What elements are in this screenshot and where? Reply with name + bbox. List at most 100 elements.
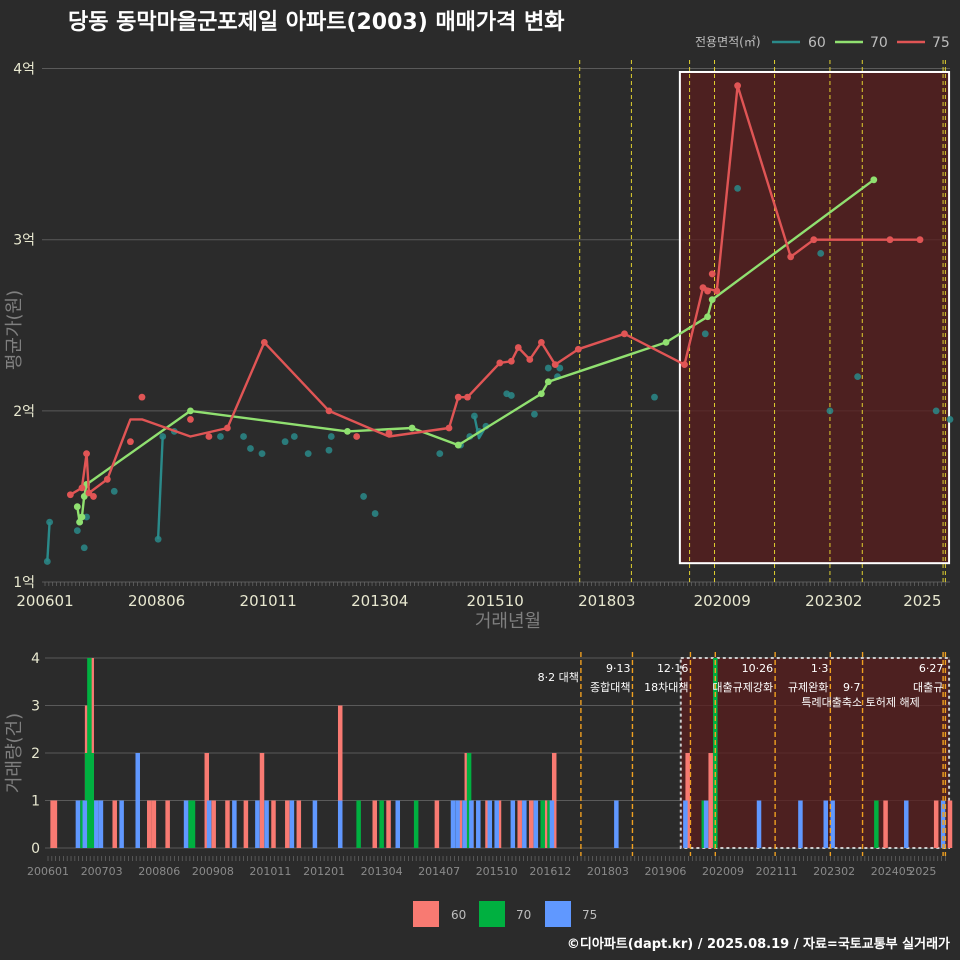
bar-legend: 60 70 75 <box>413 901 597 927</box>
series-75-point <box>445 424 453 432</box>
series-60-point <box>436 450 444 458</box>
policy-annotation: 대출규 <box>913 681 943 694</box>
bar-60 <box>528 800 534 848</box>
bar-legend-label-70: 70 <box>516 908 531 922</box>
series-70-point <box>73 503 81 511</box>
price-x-tick-label: 202009 <box>694 592 751 610</box>
price-x-tick-label: 2025 <box>903 592 941 610</box>
series-75-point <box>66 491 74 499</box>
policy-annotation: 6·27 <box>919 662 944 675</box>
series-75-point <box>514 344 522 351</box>
volume-x-tick-label: 201510 <box>476 865 518 878</box>
bar-60 <box>52 800 58 848</box>
series-60-point <box>531 410 538 418</box>
series-75-point <box>551 361 559 369</box>
bar-75 <box>614 800 619 848</box>
series-70-point <box>870 176 878 184</box>
series-75-point <box>205 433 213 440</box>
series-70-point <box>187 407 194 415</box>
bar-70 <box>701 800 707 848</box>
series-75-point <box>187 416 194 423</box>
volume-x-tick-label: 201407 <box>418 865 460 878</box>
bar-75 <box>469 800 474 848</box>
policy-annotation: 9·13 <box>606 662 631 675</box>
bar-75 <box>337 800 343 848</box>
bar-75 <box>904 800 909 848</box>
bar-70 <box>190 800 196 848</box>
bar-60 <box>496 800 502 848</box>
bar-60 <box>947 800 953 848</box>
bar-75 <box>98 800 104 848</box>
volume-x-tick-label: 201011 <box>249 865 291 878</box>
bar-70 <box>188 800 193 848</box>
series-60-point <box>471 412 478 420</box>
price-plot: 1억 2억 3억 4억 200601 200806 201011 201304 201510 20… <box>13 60 954 610</box>
policy-annotation: 특례대출축소 토허제 해제 <box>801 695 919 709</box>
price-y-tick-label: 3억 <box>13 233 35 249</box>
series-60-point <box>80 544 88 552</box>
volume-x-tick-label: 200703 <box>81 865 123 878</box>
policy-annotation: 12·16 <box>657 662 689 675</box>
bar-75 <box>395 800 401 848</box>
volume-y-tick-label: 0 <box>31 841 40 857</box>
series-75-point <box>454 393 462 401</box>
bar-60 <box>146 800 152 848</box>
chart-title: 당동 동막마을군포제일 아파트(2003) 매매가격 변화 <box>68 10 565 35</box>
bar-75 <box>533 800 539 848</box>
bar-75 <box>289 800 295 848</box>
bar-75 <box>487 800 493 848</box>
bar-75 <box>94 800 99 848</box>
bar-70 <box>91 800 97 848</box>
series-60-line <box>156 436 164 540</box>
bar-75 <box>683 800 688 848</box>
bar-60 <box>485 800 490 848</box>
legend-title: 전용면적(㎡) <box>695 35 761 49</box>
series-60-point <box>258 450 266 458</box>
series-70-point <box>454 441 462 449</box>
volume-x-tick-label: 202302 <box>813 865 855 878</box>
bar-60 <box>386 800 391 848</box>
series-60-point <box>734 184 742 192</box>
policy-annotation: 18차대책 <box>644 681 688 694</box>
bar-70 <box>379 800 384 848</box>
series-75-point <box>353 433 361 440</box>
volume-x-tick-label: 201612 <box>529 865 571 878</box>
bar-75 <box>82 800 88 848</box>
legend-label-60: 60 <box>808 35 826 51</box>
series-60-point <box>946 416 954 423</box>
series-70-point <box>78 513 86 521</box>
bar-70 <box>547 800 552 848</box>
volume-x-tick-label: 200601 <box>27 865 69 878</box>
bar-60 <box>883 800 888 848</box>
series-60-line <box>46 522 51 562</box>
series-70-point <box>704 313 711 321</box>
volume-plot: 0 1 2 3 4 8·2 대책 9·13 종합대책 12·16 18차대책 10·26 대출규제강화… <box>27 651 953 878</box>
bar-75 <box>450 800 456 848</box>
bar-75 <box>455 800 460 848</box>
bar-legend-label-60: 60 <box>451 908 466 922</box>
series-60-point <box>327 433 335 440</box>
bar-70 <box>80 800 85 848</box>
series-60-point <box>154 535 162 543</box>
bar-60 <box>243 800 249 848</box>
series-75-point <box>704 287 711 295</box>
footer-credit: ©디아파트(dapt.kr) / 2025.08.19 / 자료=국토교통부 실… <box>567 936 950 952</box>
series-60-point <box>544 364 552 372</box>
series-75-point <box>103 475 111 483</box>
volume-x-tick-label: 200806 <box>138 865 180 878</box>
series-60-point <box>325 446 333 454</box>
series-75-point <box>83 450 90 458</box>
series-75-point <box>621 330 628 338</box>
bar-60 <box>517 800 522 848</box>
series-75-point <box>138 393 146 401</box>
series-75-point <box>787 253 795 261</box>
price-x-tick-label: 200601 <box>16 592 73 610</box>
series-70-point <box>662 338 670 346</box>
bar-60 <box>542 800 548 848</box>
series-75-point <box>496 359 504 367</box>
bar-75 <box>549 800 555 848</box>
bar-70 <box>84 753 90 848</box>
series-60-point <box>46 518 54 526</box>
series-60-point <box>304 450 312 458</box>
price-x-tick-label: 202302 <box>805 592 862 610</box>
